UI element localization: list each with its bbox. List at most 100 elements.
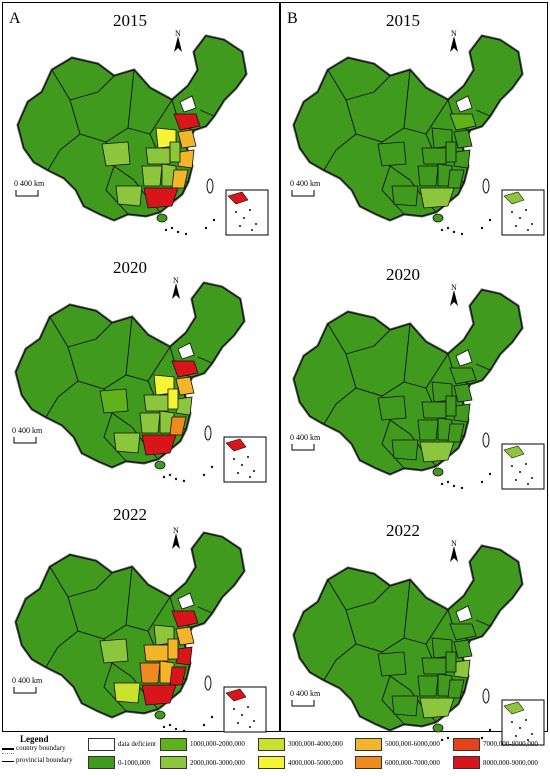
- province-jiangsu: [453, 383, 473, 403]
- province-hunan: [139, 662, 161, 684]
- inset-island: [527, 739, 529, 741]
- inset-island: [511, 465, 513, 467]
- province-hubei: [421, 657, 447, 675]
- scale-bar: [291, 444, 315, 451]
- provincial-boundary: [105, 165, 129, 215]
- provincial-boundary: [323, 387, 357, 425]
- map-year-label: 2020: [386, 265, 420, 284]
- legend-class-label: 7000,000-8000,000: [483, 740, 538, 748]
- province-anhui: [445, 395, 457, 417]
- island-dot: [452, 484, 456, 488]
- province-shandong: [449, 113, 477, 131]
- inset-island: [531, 477, 533, 479]
- province-jiangsu: [175, 376, 195, 396]
- province-hubei: [145, 147, 171, 165]
- scale-label: 0 400 km: [290, 433, 321, 442]
- island-dot: [440, 738, 444, 742]
- provincial-boundary: [197, 606, 213, 614]
- provincial-boundary: [381, 675, 405, 725]
- scale-label: 0 400 km: [290, 689, 321, 698]
- north-label: N: [451, 539, 457, 548]
- province-hubei: [143, 394, 169, 412]
- province-guangdong: [419, 187, 455, 209]
- province-anhui: [167, 388, 179, 410]
- province-sichuan: [377, 395, 407, 421]
- island-dot: [174, 477, 178, 481]
- panel-label: A: [9, 10, 21, 27]
- inset-island: [527, 483, 529, 485]
- island-dot: [488, 728, 492, 732]
- inset-island: [515, 225, 517, 227]
- province-beijing: [177, 592, 195, 610]
- north-label: N: [451, 29, 457, 38]
- north-arrow-icon: N: [174, 29, 182, 52]
- province-hunan: [141, 165, 163, 187]
- island-dot: [182, 729, 186, 733]
- provincial-boundary: [327, 69, 391, 101]
- province-shandong: [171, 610, 199, 628]
- legend-class-label: 1000,000-2000,000: [190, 740, 245, 748]
- province-jiangsu: [177, 129, 197, 149]
- province-hunan: [417, 165, 439, 187]
- north-arrow-shape: [450, 36, 458, 52]
- provincial-boundary: [323, 133, 357, 171]
- provincial-boundary: [475, 109, 491, 117]
- island-dot: [440, 228, 444, 232]
- province-fujian: [447, 679, 465, 699]
- province-sichuan: [377, 141, 407, 167]
- legend-class-label: 4000,000-5000,000: [288, 759, 343, 767]
- provincial-boundary: [47, 133, 81, 171]
- provincial-boundary: [327, 323, 391, 355]
- inset-coast: [225, 688, 247, 702]
- north-arrow-icon: N: [172, 526, 180, 549]
- north-arrow-shape: [450, 290, 458, 306]
- inset-coast: [225, 438, 247, 452]
- province-taiwan: [204, 675, 212, 691]
- inset-island: [239, 225, 241, 227]
- island-dot: [460, 232, 464, 236]
- inset-island: [237, 722, 239, 724]
- province-guangxi: [391, 695, 419, 717]
- provincial-boundary: [475, 363, 491, 371]
- north-label: N: [451, 283, 457, 292]
- province-fujian: [447, 423, 465, 443]
- province-fujian: [169, 666, 187, 686]
- province-beijing: [455, 605, 473, 623]
- legend-swatch-class-4: [258, 738, 285, 751]
- legend-class-label: 8000,000-9000,000: [483, 759, 538, 767]
- legend-title: Legend: [20, 734, 49, 744]
- island-dot: [440, 482, 444, 486]
- legend-swatch-class-6: [355, 738, 382, 751]
- scale-bar: [291, 190, 315, 197]
- provincial-boundary: [327, 579, 391, 611]
- inset-island: [525, 209, 527, 211]
- provincial-boundary: [51, 69, 115, 101]
- inset-island: [519, 727, 521, 729]
- inset-island: [251, 229, 253, 231]
- inset-island: [237, 472, 239, 474]
- scale-label: 0 400 km: [12, 676, 43, 685]
- inset-island: [241, 464, 243, 466]
- map-year-label: 2022: [113, 505, 147, 524]
- province-hubei: [421, 147, 447, 165]
- map-year-label: 2020: [113, 258, 147, 277]
- inset-island: [525, 463, 527, 465]
- china-map: N 0 400 km: [14, 29, 269, 236]
- inset-island: [519, 471, 521, 473]
- panel-b: B 2015 2020 2022: [280, 2, 548, 732]
- province-hainan: [432, 723, 444, 733]
- province-fujian: [169, 416, 187, 436]
- china-map: N 0 400 km: [290, 283, 545, 490]
- inset-island: [249, 209, 251, 211]
- inset-island: [249, 476, 251, 478]
- north-arrow-icon: N: [450, 29, 458, 52]
- provincial-boundary: [475, 619, 491, 627]
- north-arrow-icon: N: [450, 283, 458, 306]
- legend-class-label: 5000,000-6000,000: [385, 740, 440, 748]
- inset-island: [235, 211, 237, 213]
- china-map: N 0 400 km: [12, 276, 267, 483]
- north-label: N: [173, 276, 179, 285]
- island-dot: [182, 479, 186, 483]
- province-beijing: [455, 349, 473, 367]
- province-beijing: [179, 95, 197, 113]
